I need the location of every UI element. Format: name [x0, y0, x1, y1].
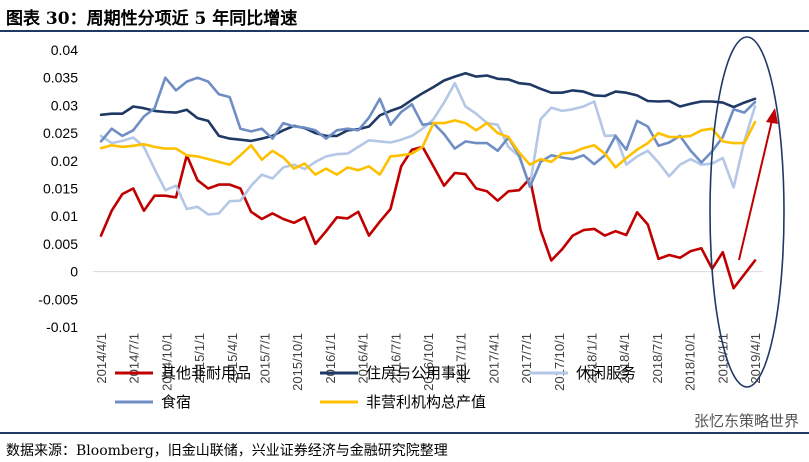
x-tick-label: 2017/4/1 [486, 333, 501, 384]
series-line [99, 145, 757, 290]
line-chart: -0.01 -0.005 0 0.005 0.01 0.015 0.02 0.025 0.03 0… [38, 36, 785, 411]
x-tick-label: 2016/1/1 [323, 333, 338, 384]
source-bar: 数据来源：Bloomberg，旧金山联储，兴业证券经济与金融研究院整理 [0, 432, 809, 462]
x-tick-label: 2016/10/1 [421, 333, 436, 391]
series-line [99, 81, 757, 216]
highlight-ellipse [709, 36, 785, 388]
trend-arrow [738, 115, 774, 261]
y-tick-label: 0 [70, 264, 78, 280]
y-tick-label: 0.025 [43, 125, 78, 141]
series-line [99, 119, 757, 176]
legend-label: 其他非耐用品 [161, 364, 251, 382]
x-tick-label: 2016/4/1 [356, 333, 371, 384]
x-tick-label: 2016/7/1 [388, 333, 403, 384]
y-tick-label: 0.04 [51, 42, 78, 58]
series-line [99, 71, 757, 143]
x-tick-label: 2018/10/1 [683, 333, 698, 391]
x-tick-label: 2018/4/1 [617, 333, 632, 384]
source-text: 数据来源：Bloomberg，旧金山联储，兴业证券经济与金融研究院整理 [6, 443, 448, 459]
watermark: 张忆东策略世界 [693, 412, 799, 430]
x-tick-label: 2014/7/1 [127, 333, 142, 384]
x-tick-label: 2015/4/1 [225, 333, 240, 384]
x-tick-label: 2017/10/1 [552, 333, 567, 391]
x-tick-label: 2017/7/1 [519, 333, 534, 384]
y-tick-label: 0.02 [51, 153, 78, 169]
x-tick-label: 2017/1/1 [454, 333, 469, 384]
chart-title: 图表 30：周期性分项近 5 年同比增速 [6, 9, 298, 29]
y-tick-label: 0.01 [51, 208, 78, 224]
x-tick-label: 2019/4/1 [748, 333, 763, 384]
x-tick-label: 2018/7/1 [650, 333, 665, 384]
y-tick-label: -0.01 [46, 319, 78, 335]
legend-label: 休闲服务 [576, 364, 636, 382]
trend-arrow-head [766, 108, 778, 124]
y-tick-label: 0.015 [43, 181, 78, 197]
title-bar: 图表 30：周期性分项近 5 年同比增速 [0, 0, 809, 32]
legend-label: 非营利机构总产值 [366, 393, 486, 411]
x-tick-label: 2015/7/1 [258, 333, 273, 384]
x-tick-label: 2019/1/1 [715, 333, 730, 384]
x-tick-label: 2014/10/1 [159, 333, 174, 391]
x-tick-label: 2015/1/1 [192, 333, 207, 384]
x-tick-label: 2015/10/1 [290, 333, 305, 391]
legend-label: 住房与公用事业 [366, 364, 471, 382]
y-tick-label: 0.005 [43, 236, 78, 252]
x-tick-label: 2014/4/1 [94, 333, 109, 384]
y-tick-label: 0.035 [43, 70, 78, 86]
legend-label: 食宿 [161, 393, 191, 411]
y-tick-label: -0.005 [38, 291, 78, 307]
y-tick-label: 0.03 [51, 97, 78, 113]
x-tick-label: 2018/1/1 [585, 333, 600, 384]
series-line [99, 76, 757, 189]
